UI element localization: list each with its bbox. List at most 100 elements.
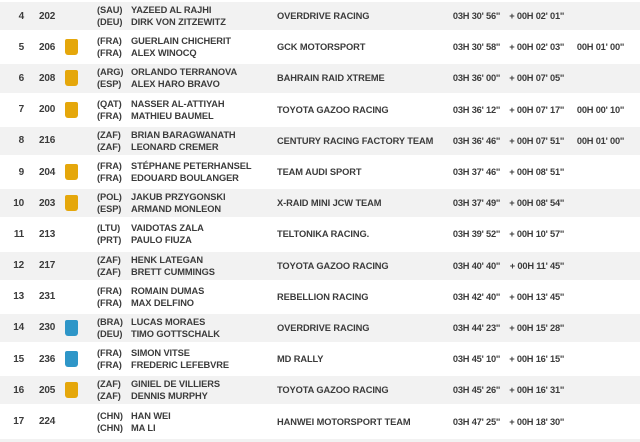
table-row[interactable]: 17 224 (CHN) HAN WEI (CHN) MA LI HANWEI … xyxy=(0,405,640,437)
codriver-country: (CHN) xyxy=(97,422,123,433)
driver-country: (SAU) xyxy=(97,5,123,16)
position-rank: 9 xyxy=(18,166,25,178)
driver-name: LUCAS MORAES xyxy=(131,316,206,327)
codriver-name: ALEX WINOCQ xyxy=(131,48,197,59)
crew-names: (FRA) ROMAIN DUMAS (FRA) MAX DELFINO xyxy=(97,285,277,309)
driver-line: (BRA) LUCAS MORAES xyxy=(97,316,277,328)
codriver-line: (FRA) MATHIEU BAUMEL xyxy=(97,110,277,122)
stage-time: 03H 30' 58'' xyxy=(452,42,500,53)
car-number: 231 xyxy=(39,291,56,303)
table-row[interactable]: 9 204 (FRA) STÉPHANE PETERHANSEL (FRA) E… xyxy=(0,155,640,188)
car-number: 205 xyxy=(39,384,56,396)
driver-name: STÉPHANE PETERHANSEL xyxy=(131,161,252,172)
stage-time: 03H 45' 10'' xyxy=(452,354,500,365)
codriver-line: (ESP) ARMAND MONLEON xyxy=(97,203,277,215)
stage-time: 03H 37' 49'' xyxy=(452,198,500,209)
position-rank: 5 xyxy=(18,41,25,53)
crew-names: (ZAF) BRIAN BARAGWANATH (ZAF) LEONARD CR… xyxy=(97,129,277,153)
team-name: OVERDRIVE RACING xyxy=(277,322,370,333)
car-number: 236 xyxy=(39,353,56,365)
driver-name: SIMON VITSE xyxy=(131,348,190,359)
codriver-line: (PRT) PAULO FIUZA xyxy=(97,234,277,246)
gap-to-leader: + 00H 08' 54'' xyxy=(509,198,564,209)
driver-country: (ZAF) xyxy=(97,379,121,390)
driver-country: (QAT) xyxy=(97,98,122,109)
yellow-category-badge-icon xyxy=(65,164,78,181)
driver-name: HENK LATEGAN xyxy=(131,254,203,265)
crew-names: (CHN) HAN WEI (CHN) MA LI xyxy=(97,410,277,434)
table-row[interactable]: 13 231 (FRA) ROMAIN DUMAS (FRA) MAX DELF… xyxy=(0,280,640,312)
gap-to-leader: + 00H 16' 31'' xyxy=(509,385,564,396)
car-number: 200 xyxy=(39,104,56,116)
codriver-line: (ZAF) LEONARD CREMER xyxy=(97,141,277,153)
category-badge-cell xyxy=(65,382,78,399)
driver-line: (FRA) SIMON VITSE xyxy=(97,347,277,359)
driver-name: BRIAN BARAGWANATH xyxy=(131,129,236,140)
category-badge-cell xyxy=(65,195,78,212)
team-name: OVERDRIVE RACING xyxy=(277,11,370,22)
table-row[interactable]: 8 216 (ZAF) BRIAN BARAGWANATH (ZAF) LEON… xyxy=(0,124,640,156)
driver-country: (ZAF) xyxy=(97,129,121,140)
codriver-line: (FRA) ALEX WINOCQ xyxy=(97,47,277,59)
team-name: X-RAID MINI JCW TEAM xyxy=(277,198,382,209)
driver-country: (POL) xyxy=(97,192,122,203)
codriver-country: (ZAF) xyxy=(97,141,121,152)
blue-category-badge-icon xyxy=(65,319,78,336)
driver-line: (ZAF) HENK LATEGAN xyxy=(97,254,277,266)
codriver-name: MATHIEU BAUMEL xyxy=(131,110,214,121)
codriver-name: TIMO GOTTSCHALK xyxy=(131,328,220,339)
car-number: 202 xyxy=(39,10,56,22)
codriver-country: (DEU) xyxy=(97,328,123,339)
table-row[interactable]: 15 236 (FRA) SIMON VITSE (FRA) FREDERIC … xyxy=(0,343,640,375)
codriver-name: FREDERIC LEFEBVRE xyxy=(131,360,229,371)
driver-line: (QAT) NASSER AL-ATTIYAH xyxy=(97,98,277,110)
driver-line: (POL) JAKUB PRZYGONSKI xyxy=(97,191,277,203)
table-row[interactable]: 4 202 (SAU) YAZEED AL RAJHI (DEU) DIRK V… xyxy=(0,0,640,32)
table-row[interactable]: 14 230 (BRA) LUCAS MORAES (DEU) TIMO GOT… xyxy=(0,311,640,344)
table-row[interactable]: 5 206 (FRA) GUERLAIN CHICHERIT (FRA) ALE… xyxy=(0,31,640,63)
codriver-name: DIRK VON ZITZEWITZ xyxy=(131,17,226,28)
team-name: BAHRAIN RAID XTREME xyxy=(277,73,385,84)
gap-to-leader: + 00H 10' 57'' xyxy=(509,229,564,240)
driver-name: VAIDOTAS ZALA xyxy=(131,223,204,234)
crew-names: (LTU) VAIDOTAS ZALA (PRT) PAULO FIUZA xyxy=(97,222,277,246)
position-rank: 15 xyxy=(13,353,24,365)
car-number: 203 xyxy=(39,197,56,209)
driver-name: JAKUB PRZYGONSKI xyxy=(131,192,226,203)
driver-country: (ARG) xyxy=(97,67,124,78)
table-row[interactable]: 7 200 (QAT) NASSER AL-ATTIYAH (FRA) MATH… xyxy=(0,93,640,125)
team-name: REBELLION RACING xyxy=(277,291,369,302)
yellow-category-badge-icon xyxy=(65,382,78,399)
codriver-line: (DEU) TIMO GOTTSCHALK xyxy=(97,328,277,340)
crew-names: (ZAF) HENK LATEGAN (ZAF) BRETT CUMMINGS xyxy=(97,254,277,278)
codriver-line: (ZAF) BRETT CUMMINGS xyxy=(97,266,277,278)
gap-to-leader: + 00H 13' 45'' xyxy=(509,291,564,302)
position-rank: 7 xyxy=(18,104,25,116)
table-row[interactable]: 16 205 (ZAF) GINIEL DE VILLIERS (ZAF) DE… xyxy=(0,374,640,406)
gap-to-leader: + 00H 08' 51'' xyxy=(509,167,564,178)
codriver-country: (FRA) xyxy=(97,48,122,59)
gap-to-leader: + 00H 07' 51'' xyxy=(509,135,564,146)
driver-line: (ZAF) GINIEL DE VILLIERS xyxy=(97,378,277,390)
team-name: MD RALLY xyxy=(277,354,324,365)
table-row[interactable]: 12 217 (ZAF) HENK LATEGAN (ZAF) BRETT CU… xyxy=(0,249,640,281)
table-row[interactable]: 10 203 (POL) JAKUB PRZYGONSKI (ESP) ARMA… xyxy=(0,187,640,219)
driver-line: (ARG) ORLANDO TERRANOVA xyxy=(97,66,277,78)
crew-names: (QAT) NASSER AL-ATTIYAH (FRA) MATHIEU BA… xyxy=(97,98,277,122)
penalty-time: 00H 01' 00'' xyxy=(576,42,624,53)
driver-country: (LTU) xyxy=(97,223,121,234)
team-name: CENTURY RACING FACTORY TEAM xyxy=(277,135,434,146)
gap-to-leader: + 00H 15' 28'' xyxy=(509,322,564,333)
team-name: TOYOTA GAZOO RACING xyxy=(277,260,389,271)
driver-country: (FRA) xyxy=(97,161,122,172)
yellow-category-badge-icon xyxy=(65,195,78,212)
table-row[interactable]: 11 213 (LTU) VAIDOTAS ZALA (PRT) PAULO F… xyxy=(0,218,640,250)
stage-time: 03H 47' 25'' xyxy=(452,416,500,427)
codriver-country: (FRA) xyxy=(97,173,122,184)
driver-line: (SAU) YAZEED AL RAJHI xyxy=(97,4,277,16)
codriver-line: (DEU) DIRK VON ZITZEWITZ xyxy=(97,16,277,28)
stage-time: 03H 39' 52'' xyxy=(452,229,500,240)
table-row[interactable]: 6 208 (ARG) ORLANDO TERRANOVA (ESP) ALEX… xyxy=(0,62,640,94)
gap-to-leader: + 00H 11' 45'' xyxy=(509,260,564,271)
